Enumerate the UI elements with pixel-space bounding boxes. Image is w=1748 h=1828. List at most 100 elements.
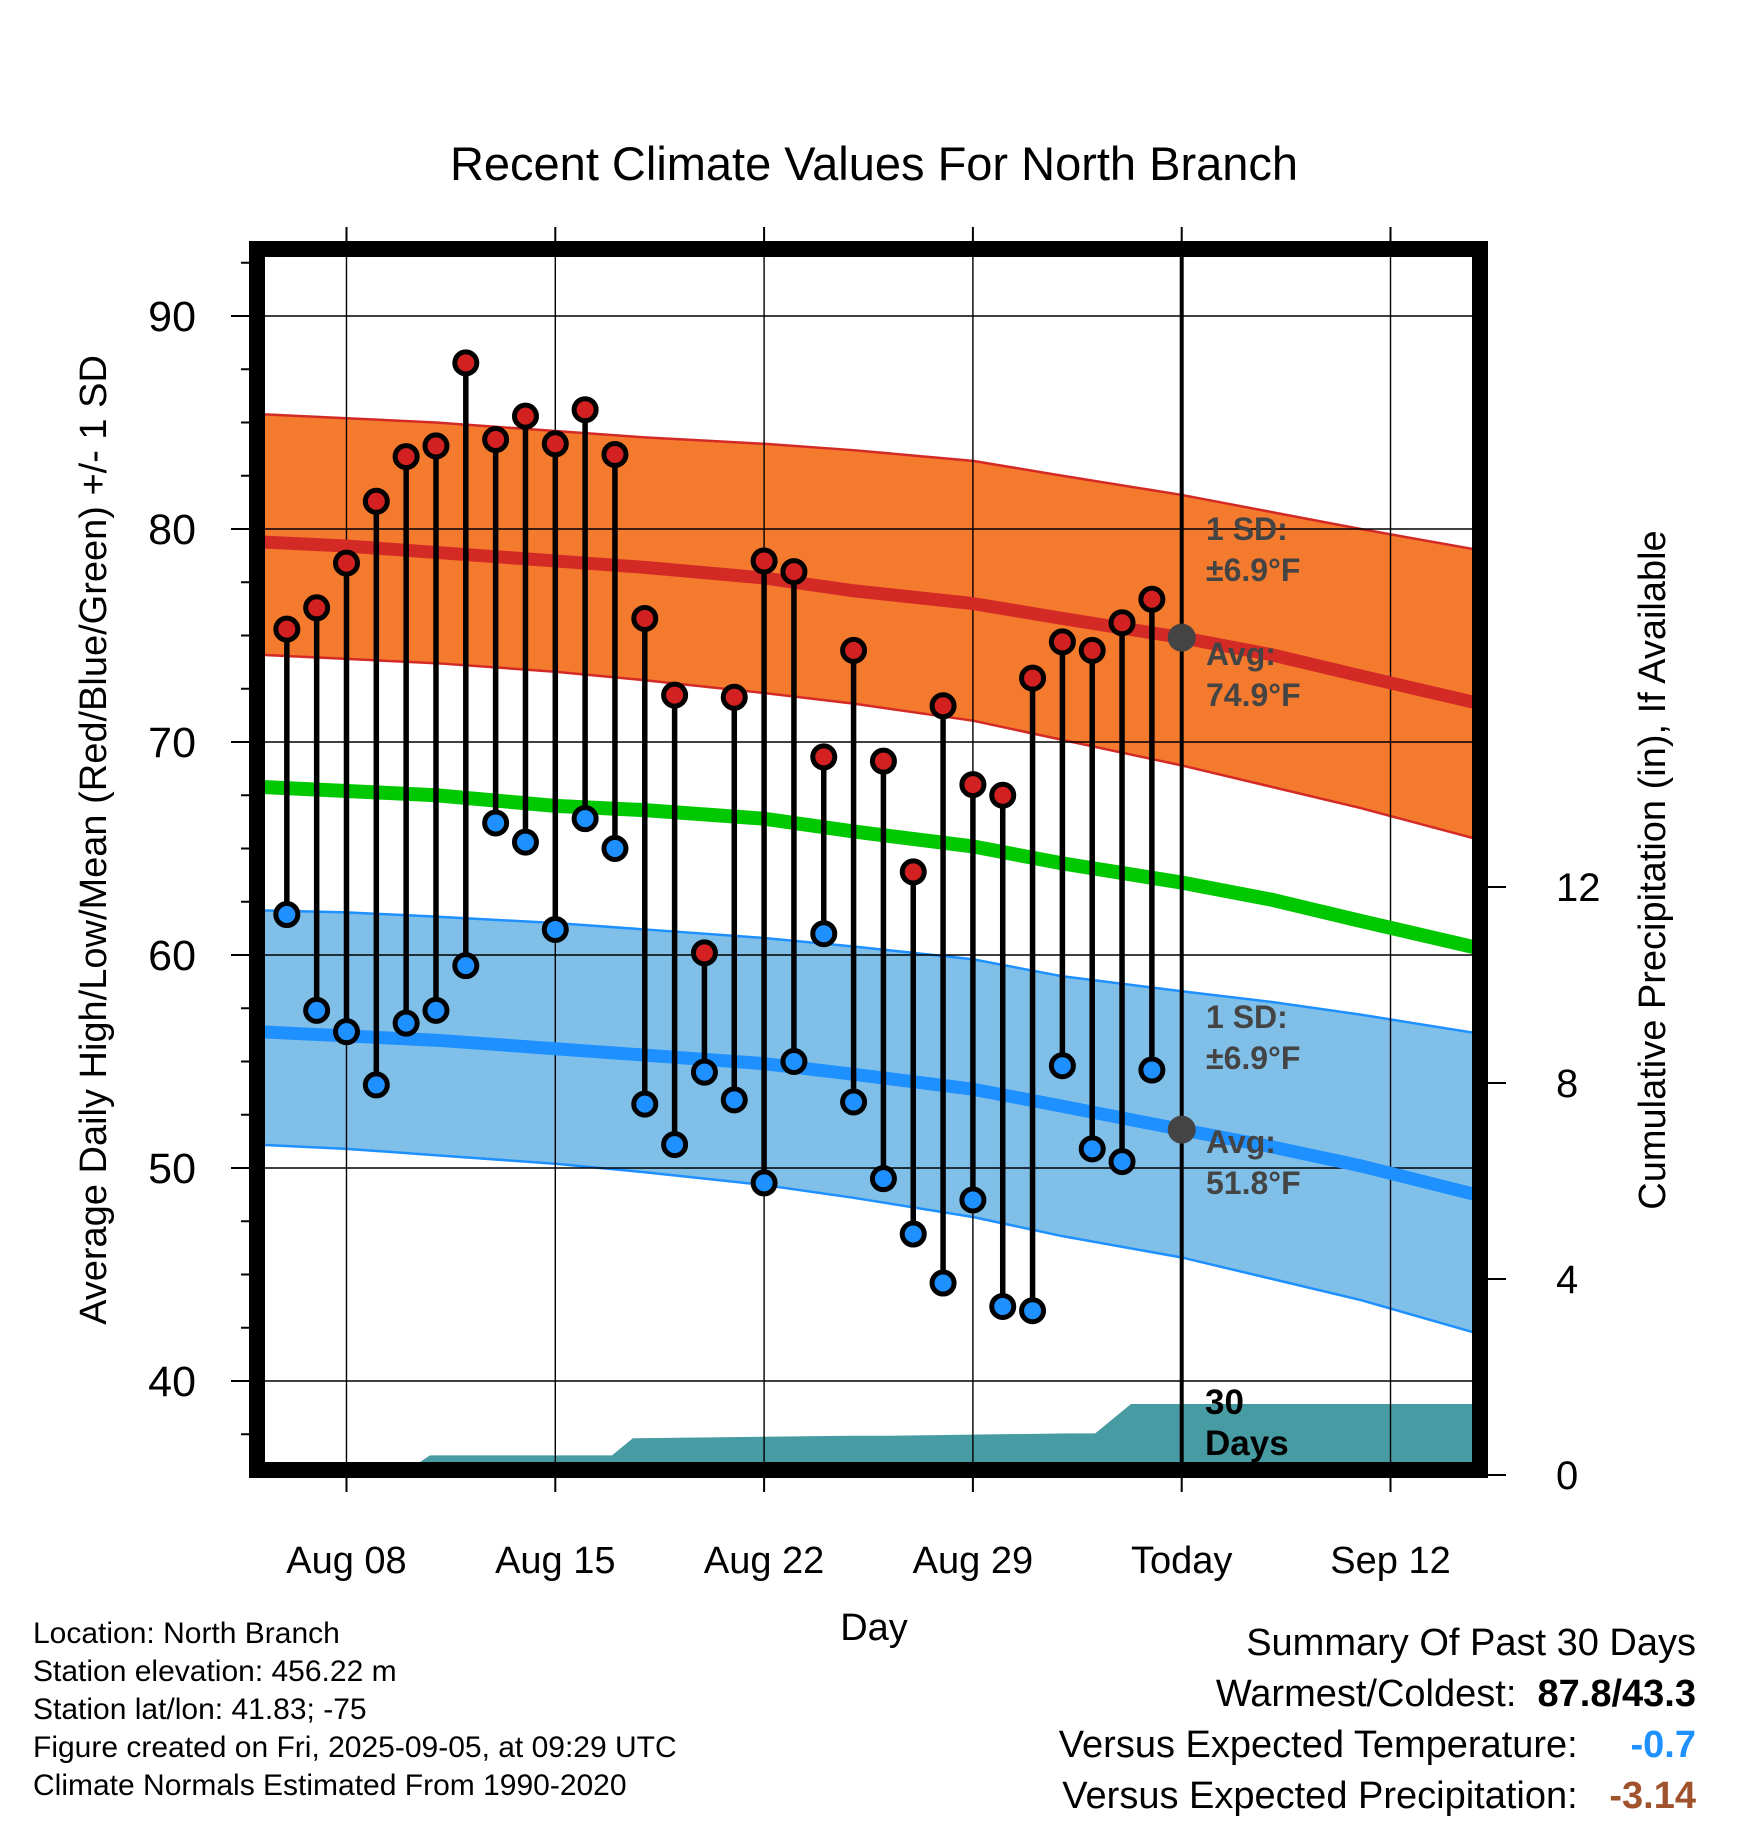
summary-panel: Summary Of Past 30 Days Warmest/Coldest:… (1059, 1618, 1696, 1822)
summary-warmest-label: Warmest/Coldest: (1215, 1673, 1517, 1715)
y-tick-label: 50 (148, 1145, 196, 1193)
summary-precip-row: Versus Expected Precipitation: -3.14 (1059, 1771, 1696, 1822)
observed-high-point (989, 781, 1017, 809)
observed-high-point (1108, 609, 1136, 637)
observed-high-point (601, 440, 629, 468)
observed-low-point (452, 952, 480, 980)
observed-low-point (511, 828, 539, 856)
observed-low-point (571, 805, 599, 833)
high-sd-label: 1 SD: (1206, 511, 1288, 547)
observed-high-point (571, 396, 599, 424)
low-sd-value: ±6.9°F (1206, 1040, 1300, 1076)
y-tick-label: 90 (148, 293, 196, 341)
x-tick-label: Aug 08 (286, 1540, 406, 1582)
low-avg-label: Avg: (1206, 1124, 1276, 1160)
low-sd-lower-edge (257, 1143, 1480, 1336)
x-tick-label: Aug 15 (495, 1540, 615, 1582)
y-tick-label: 80 (148, 506, 196, 554)
summary-heading: Summary Of Past 30 Days (1246, 1622, 1696, 1664)
x-tick-label: Aug 29 (913, 1540, 1033, 1582)
y-tick-label: 60 (148, 932, 196, 980)
today-high-avg-point (1167, 623, 1196, 652)
summary-warmest-row: Warmest/Coldest: 87.8/43.3 (1059, 1669, 1696, 1720)
y-axis-right: 0 4 8 12 (1488, 866, 1601, 1498)
observed-low-point (810, 920, 838, 948)
observed-high-point (780, 558, 808, 586)
observed-low-point (631, 1090, 659, 1118)
observed-high-point (840, 636, 868, 664)
plot-content: 1 SD: ±6.9°F Avg: 74.9°F 1 SD: ±6.9°F Avg: 51.8… (257, 249, 1480, 1470)
observed-high-point (482, 426, 510, 454)
observed-high-point (332, 549, 360, 577)
x-tick-label: Sep 12 (1330, 1540, 1450, 1582)
high-sd-band (257, 413, 1480, 840)
summary-temp-value: -0.7 (1630, 1724, 1696, 1766)
days-label-count: 30 (1205, 1383, 1244, 1422)
observed-low-point (482, 809, 510, 837)
summary-precip-value: -3.14 (1609, 1775, 1696, 1817)
x-tick-label: Aug 22 (704, 1540, 824, 1582)
footer-created: Figure created on Fri, 2025-09-05, at 09… (33, 1731, 677, 1764)
observed-low-point (840, 1088, 868, 1116)
high-avg-value: 74.9°F (1206, 677, 1301, 713)
observed-high-point (720, 683, 748, 711)
observed-high-point (1019, 664, 1047, 692)
x-tick-label: Today (1131, 1540, 1232, 1582)
observed-high-point (750, 547, 778, 575)
observed-high-point (810, 743, 838, 771)
chart-title: Recent Climate Values For North Branch (450, 137, 1298, 190)
observed-low-point (332, 1018, 360, 1046)
y-axis-right-label: Cumulative Precipitation (in), If Availa… (1632, 530, 1674, 1209)
x-axis-label: Day (840, 1607, 908, 1649)
high-sd-upper-edge (257, 412, 1480, 552)
summary-temp-row: Versus Expected Temperature: -0.7 (1059, 1720, 1696, 1771)
y-right-tick-label: 4 (1556, 1258, 1578, 1302)
observed-low-point (661, 1131, 689, 1159)
summary-temp-label: Versus Expected Temperature: (1058, 1724, 1578, 1766)
summary-precip-label: Versus Expected Precipitation: (1062, 1775, 1578, 1817)
y-right-tick-label: 12 (1556, 866, 1601, 910)
observed-low-point (750, 1169, 778, 1197)
observed-high-point (452, 349, 480, 377)
observed-low-point (303, 996, 331, 1024)
observed-series (273, 349, 1166, 1325)
observed-low-point (959, 1186, 987, 1214)
y-right-tick-label: 8 (1556, 1062, 1578, 1106)
observed-high-point (511, 402, 539, 430)
y-axis-left: 40 50 60 70 80 90 (148, 261, 249, 1436)
observed-low-point (899, 1220, 927, 1248)
y-tick-label: 70 (148, 719, 196, 767)
observed-low-point (780, 1048, 808, 1075)
y-axis-left-label: Average Daily High/Low/Mean (Red/Blue/Gr… (73, 355, 115, 1325)
observed-high-point (422, 432, 450, 460)
low-avg-value: 51.8°F (1206, 1165, 1301, 1201)
observed-low-point (690, 1058, 718, 1086)
observed-high-point (631, 604, 659, 632)
summary-warmest-value: 87.8/43.3 (1537, 1673, 1696, 1715)
high-sd-value: ±6.9°F (1206, 552, 1300, 588)
observed-high-point (929, 692, 957, 720)
y-right-tick-label: 0 (1556, 1454, 1578, 1498)
precip-area (407, 1403, 1480, 1470)
low-sd-band (257, 910, 1480, 1335)
observed-low-point (720, 1086, 748, 1114)
today-low-avg-point (1167, 1115, 1196, 1144)
observed-low-point (1048, 1052, 1076, 1080)
footer-normals: Climate Normals Estimated From 1990-2020 (33, 1769, 627, 1802)
observed-high-point (273, 615, 301, 643)
x-axis: Aug 08 Aug 15 Aug 22 Aug 29 Today Sep 12 (286, 227, 1451, 1582)
footer-location: Location: North Branch (33, 1617, 340, 1650)
observed-low-point (929, 1269, 957, 1297)
observed-low-point (989, 1292, 1017, 1320)
observed-low-point (869, 1165, 897, 1193)
observed-high-point (959, 771, 987, 799)
observed-high-point (869, 747, 897, 775)
observed-low-point (273, 901, 301, 929)
observed-low-point (541, 915, 569, 943)
observed-high-point (690, 939, 718, 967)
observed-low-point (1108, 1148, 1136, 1176)
high-avg-label: Avg: (1206, 636, 1276, 672)
observed-low-point (601, 835, 629, 862)
observed-high-point (303, 594, 331, 622)
